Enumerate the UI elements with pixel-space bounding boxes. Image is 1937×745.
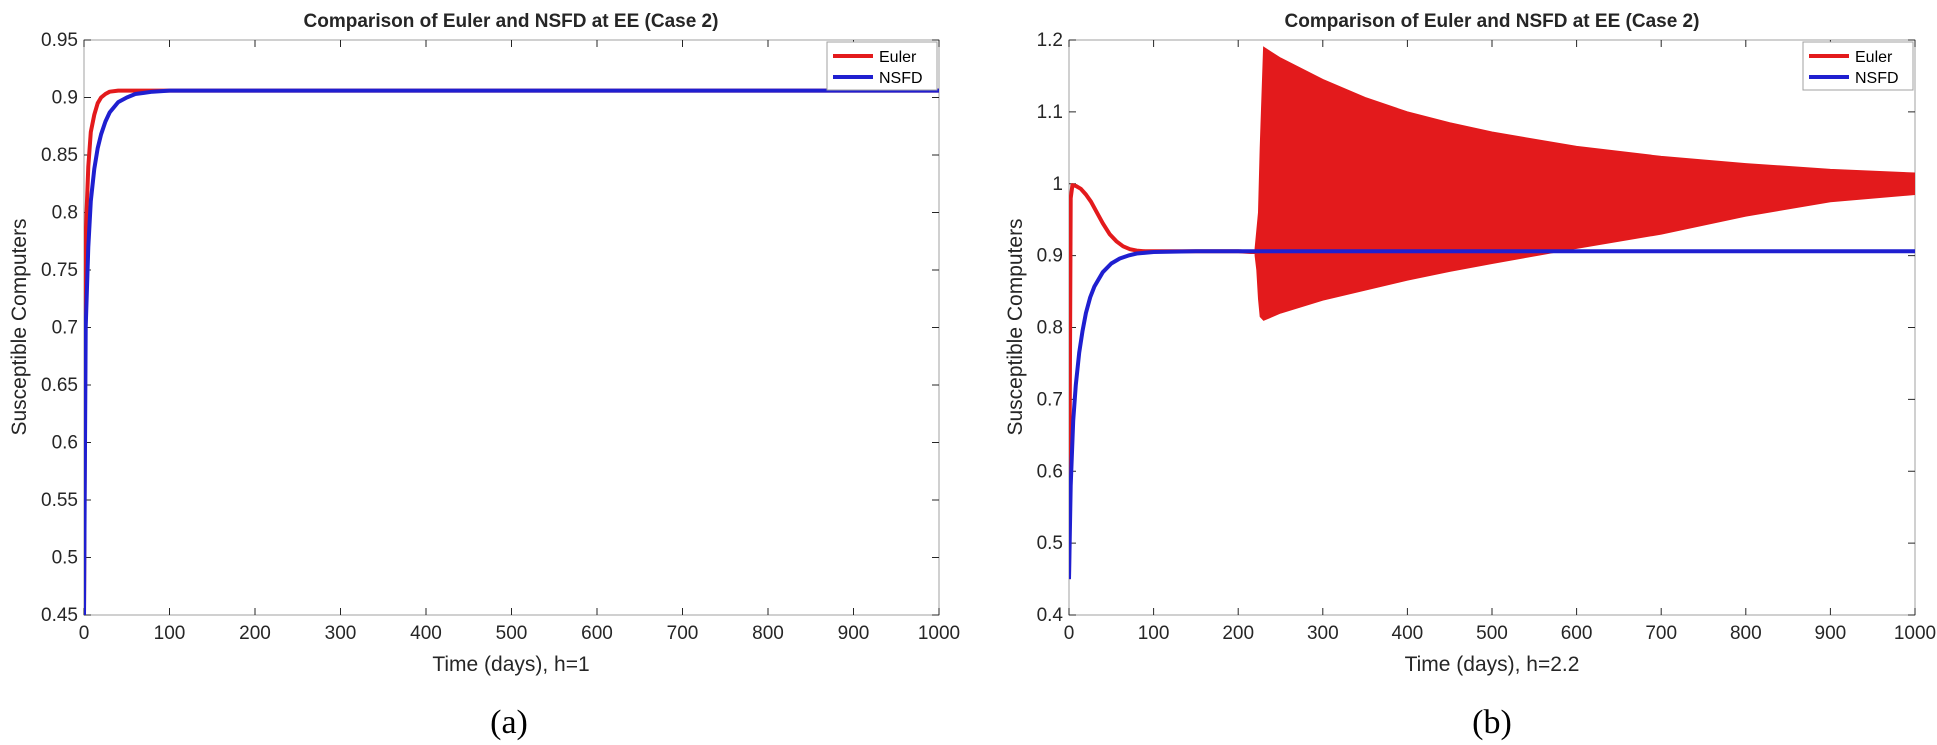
panel-a: Comparison of Euler and NSFD at EE (Case… bbox=[8, 11, 960, 741]
x-ticks-b: 0 100 200 300 400 500 600 700 800 900 1000 bbox=[1064, 40, 1936, 644]
legend-b: Euler NSFD bbox=[1802, 41, 1914, 91]
x-tick-label: 500 bbox=[496, 623, 528, 644]
x-tick-label: 200 bbox=[239, 623, 271, 644]
y-tick-label: 0.8 bbox=[1037, 318, 1063, 339]
x-tick-label: 500 bbox=[1476, 623, 1508, 644]
y-tick-label: 0.75 bbox=[41, 260, 78, 281]
y-tick-label: 0.55 bbox=[41, 490, 78, 511]
series-a bbox=[84, 88, 939, 615]
x-tick-label: 900 bbox=[1815, 623, 1847, 644]
series-nsfd-line bbox=[1069, 249, 1915, 580]
y-tick-label: 0.6 bbox=[1037, 461, 1063, 482]
y-tick-label: 0.85 bbox=[41, 145, 78, 166]
panel-b: Comparison of Euler and NSFD at EE (Case… bbox=[1004, 11, 1936, 741]
x-tick-label: 1000 bbox=[918, 623, 960, 644]
x-tick-label: 0 bbox=[79, 623, 90, 644]
y-ticks-a: 0.45 0.5 0.55 0.6 0.65 0.7 0.75 0.8 0.85 0.9 0.95 bbox=[41, 30, 939, 626]
y-axis-label-b: Susceptible Computers bbox=[1004, 218, 1027, 435]
x-axis-label-b: Time (days), h=2.2 bbox=[1405, 653, 1580, 676]
x-tick-label: 700 bbox=[667, 623, 699, 644]
y-tick-label: 0.9 bbox=[52, 88, 78, 109]
plot-area-a bbox=[83, 39, 940, 616]
x-tick-label: 800 bbox=[1730, 623, 1762, 644]
x-tick-label: 200 bbox=[1222, 623, 1254, 644]
legend-box bbox=[826, 41, 938, 91]
y-tick-label: 1.2 bbox=[1037, 30, 1063, 51]
x-tick-label: 100 bbox=[1138, 623, 1170, 644]
legend-label-euler: Euler bbox=[879, 49, 917, 66]
y-ticks-b: 0.4 0.5 0.6 0.7 0.8 0.9 1 1.1 1.2 bbox=[1037, 30, 1915, 626]
x-tick-label: 800 bbox=[752, 623, 784, 644]
x-axis-label-a: Time (days), h=1 bbox=[432, 653, 589, 676]
x-ticks-a: 0 100 200 300 400 500 600 700 800 900 1000 bbox=[79, 40, 960, 644]
x-tick-label: 600 bbox=[1561, 623, 1593, 644]
x-tick-label: 700 bbox=[1645, 623, 1677, 644]
x-tick-label: 400 bbox=[1392, 623, 1424, 644]
x-tick-label: 1000 bbox=[1894, 623, 1936, 644]
y-tick-label: 1.1 bbox=[1037, 102, 1063, 123]
chart-title-b: Comparison of Euler and NSFD at EE (Case… bbox=[1285, 11, 1700, 32]
series-b bbox=[1069, 46, 1915, 580]
y-tick-label: 0.4 bbox=[1037, 605, 1064, 626]
caption-a: (a) bbox=[490, 704, 528, 741]
y-tick-label: 0.8 bbox=[52, 203, 78, 224]
y-tick-label: 0.9 bbox=[1037, 246, 1063, 267]
y-tick-label: 0.45 bbox=[41, 605, 78, 626]
y-axis-label-a: Susceptible Computers bbox=[8, 218, 31, 435]
y-tick-label: 0.5 bbox=[1037, 533, 1063, 554]
y-tick-label: 0.6 bbox=[52, 433, 78, 454]
plot-area-b bbox=[1068, 39, 1916, 616]
x-tick-label: 100 bbox=[154, 623, 186, 644]
x-tick-label: 300 bbox=[1307, 623, 1339, 644]
y-tick-label: 0.65 bbox=[41, 375, 78, 396]
y-tick-label: 0.7 bbox=[52, 318, 78, 339]
x-tick-label: 600 bbox=[581, 623, 613, 644]
legend-a: Euler NSFD bbox=[826, 41, 938, 91]
y-tick-label: 1 bbox=[1052, 174, 1063, 195]
legend-label-nsfd: NSFD bbox=[879, 70, 923, 87]
x-tick-label: 400 bbox=[410, 623, 442, 644]
legend-label-nsfd: NSFD bbox=[1855, 70, 1899, 87]
legend-label-euler: Euler bbox=[1855, 49, 1893, 66]
chart-title-a: Comparison of Euler and NSFD at EE (Case… bbox=[304, 11, 719, 32]
caption-b: (b) bbox=[1472, 704, 1512, 741]
y-tick-label: 0.7 bbox=[1037, 389, 1063, 410]
x-tick-label: 0 bbox=[1064, 623, 1075, 644]
series-nsfd-line bbox=[84, 88, 939, 615]
x-tick-label: 300 bbox=[325, 623, 357, 644]
x-tick-label: 900 bbox=[838, 623, 870, 644]
y-tick-label: 0.5 bbox=[52, 548, 78, 569]
y-tick-label: 0.95 bbox=[41, 30, 78, 51]
legend-box bbox=[1802, 41, 1914, 91]
